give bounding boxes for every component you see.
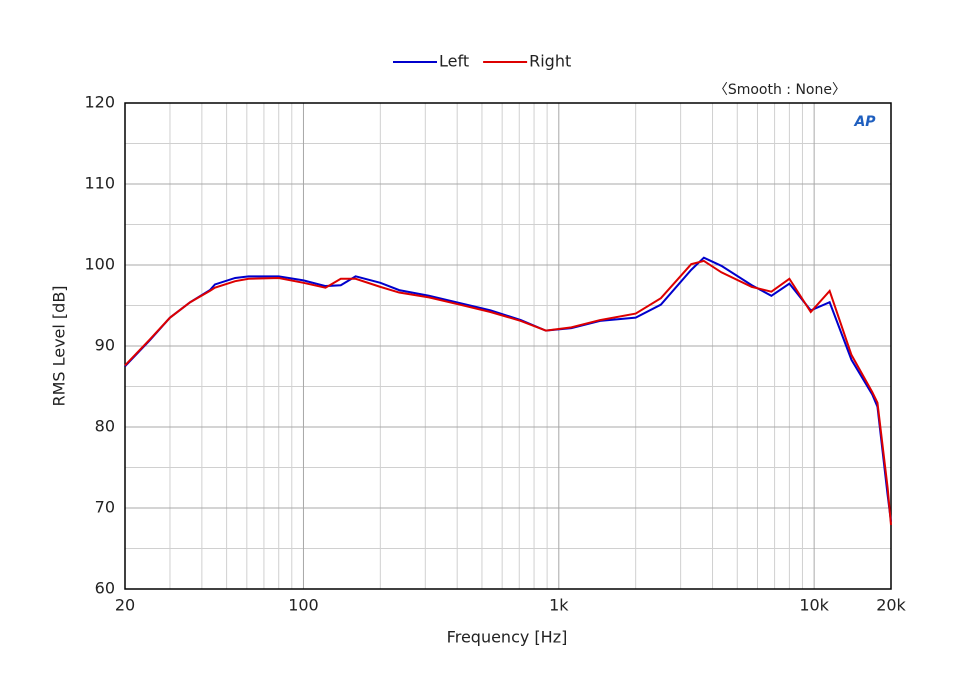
x-tick-label: 10k xyxy=(799,596,829,615)
x-tick-label: 20 xyxy=(115,596,135,615)
y-tick-label: 90 xyxy=(95,336,115,355)
legend-label: Left xyxy=(439,52,469,71)
x-tick-label: 1k xyxy=(549,596,569,615)
series-line xyxy=(124,259,892,526)
x-axis-label: Frequency [Hz] xyxy=(447,628,568,647)
y-tick-label: 120 xyxy=(84,93,115,112)
x-tick-label: 20k xyxy=(876,596,906,615)
logo: AP xyxy=(853,114,876,130)
annotation: 〈Smooth : None〉 xyxy=(714,82,846,98)
legend-label: Right xyxy=(529,52,571,71)
y-tick-label: 70 xyxy=(95,498,115,517)
plot-frame xyxy=(124,102,892,590)
y-axis-label: RMS Level [dB] xyxy=(50,285,69,406)
x-tick-label: 100 xyxy=(288,596,319,615)
series-line xyxy=(124,256,892,522)
y-tick-label: 60 xyxy=(95,579,115,598)
y-tick-label: 110 xyxy=(84,174,115,193)
y-tick-label: 100 xyxy=(84,255,115,274)
y-tick-label: 80 xyxy=(95,417,115,436)
